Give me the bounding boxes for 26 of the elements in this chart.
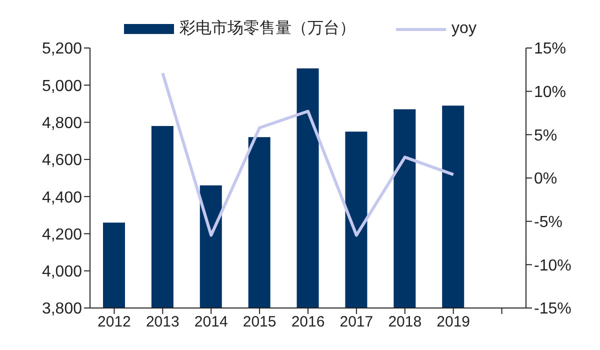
y2-tick-label: 5% [534, 127, 558, 144]
y2-tick-label: 0% [534, 170, 558, 188]
y-tick-label: 5,000 [42, 78, 82, 95]
y-tick-label: 5,200 [42, 40, 82, 58]
y2-tick-label: -15% [534, 300, 572, 318]
y-tick-label: 4,200 [42, 226, 82, 244]
y-tick-label: 4,800 [42, 114, 82, 132]
x-tick-label: 2014 [194, 314, 228, 331]
legend-label: 彩电市场零售量（万台） [180, 18, 356, 39]
x-tick-label: 2019 [436, 314, 470, 331]
y-tick-label: 4,000 [42, 264, 82, 281]
y-tick-label: 3,800 [42, 300, 82, 318]
y2-tick-label: -10% [534, 257, 572, 274]
y-tick-label: 4,400 [42, 189, 82, 206]
y-tick-label: 4,600 [42, 152, 82, 170]
x-tick-label: 2015 [242, 314, 276, 331]
y2-tick-label: 10% [534, 84, 566, 102]
x-tick-label: 2013 [146, 314, 180, 331]
x-tick-label: 2018 [388, 314, 422, 331]
y2-tick-label: -5% [534, 214, 562, 232]
y2-tick-label: 15% [534, 40, 566, 58]
legend-label: yoy [452, 20, 476, 38]
x-tick-label: 2016 [291, 314, 325, 331]
x-tick-label: 2012 [98, 314, 131, 331]
x-tick-label: 2017 [340, 314, 374, 331]
line-series [161, 72, 455, 237]
